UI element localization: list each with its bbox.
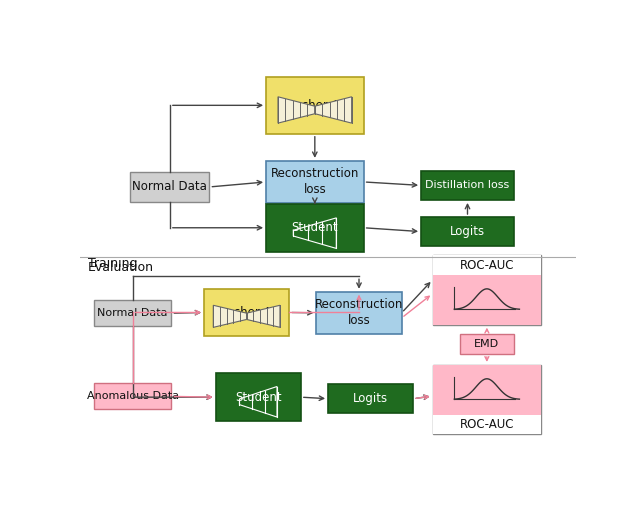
Bar [433, 275, 541, 325]
Bar [316, 292, 402, 334]
Text: Training: Training [88, 257, 137, 270]
Bar [433, 255, 541, 325]
Bar [421, 217, 514, 246]
Bar [266, 77, 364, 134]
Bar [421, 171, 514, 200]
Text: ROC-AUC: ROC-AUC [460, 259, 514, 272]
Text: Student: Student [291, 221, 338, 234]
Text: Teacher AE: Teacher AE [214, 306, 279, 319]
Text: Reconstruction
loss: Reconstruction loss [271, 167, 359, 197]
Text: ROC-AUC: ROC-AUC [460, 418, 514, 431]
Text: Student: Student [235, 391, 282, 403]
Polygon shape [246, 305, 280, 327]
Bar [94, 383, 172, 410]
Bar [204, 289, 289, 336]
Bar [433, 255, 541, 275]
Text: Logits: Logits [450, 225, 485, 238]
Text: Logits: Logits [353, 392, 388, 405]
Bar [216, 373, 301, 421]
Text: Anomalous Data: Anomalous Data [86, 391, 179, 401]
Text: EMD: EMD [474, 339, 499, 349]
Text: Distillation loss: Distillation loss [426, 180, 509, 190]
Polygon shape [278, 97, 315, 123]
Text: Evaluation: Evaluation [88, 261, 154, 274]
Text: Normal Data: Normal Data [97, 308, 168, 318]
Polygon shape [213, 305, 246, 327]
Bar [433, 415, 541, 434]
Bar [94, 300, 172, 326]
Polygon shape [315, 97, 351, 123]
Bar [266, 204, 364, 251]
Text: Teacher AE: Teacher AE [282, 99, 348, 112]
Bar [266, 161, 364, 203]
Bar [460, 334, 514, 354]
Bar [328, 384, 413, 413]
Text: Reconstruction
loss: Reconstruction loss [315, 298, 403, 327]
Bar [433, 365, 541, 434]
Bar [131, 173, 209, 202]
Text: Normal Data: Normal Data [132, 180, 207, 194]
Bar [433, 365, 541, 415]
